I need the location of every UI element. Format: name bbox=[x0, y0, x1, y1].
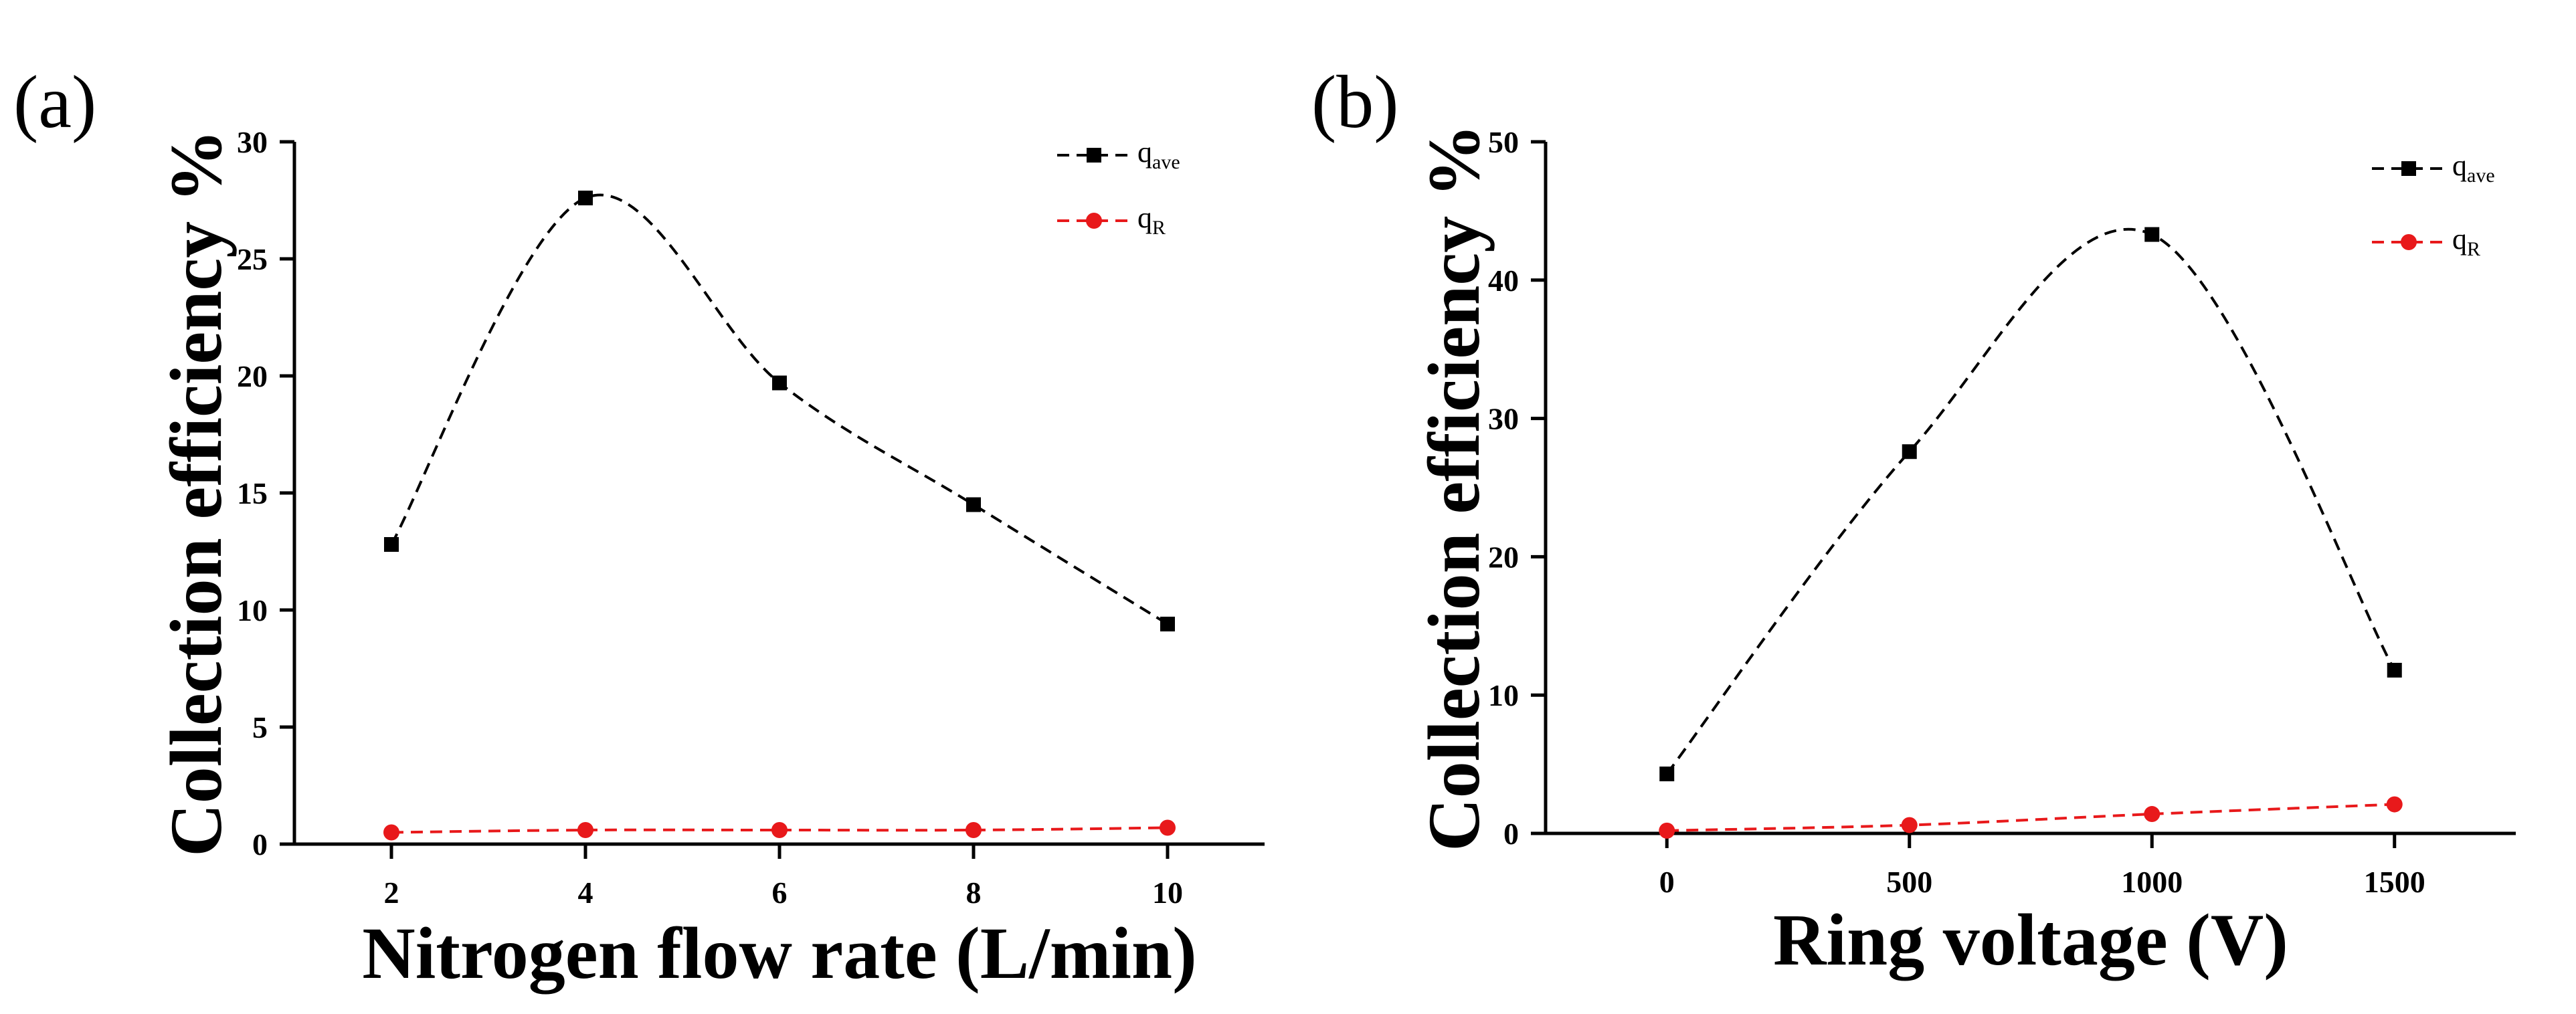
x-axis-title: Nitrogen flow rate (L/min) bbox=[362, 912, 1196, 994]
legend-label-sub: R bbox=[1152, 217, 1166, 239]
y-tick-label: 5 bbox=[252, 710, 268, 744]
x-tick-label: 1500 bbox=[2364, 865, 2425, 899]
y-axis-title: Collection efficiency % bbox=[1413, 124, 1495, 851]
x-tick-label: 2 bbox=[384, 876, 399, 910]
y-tick-label: 20 bbox=[1488, 540, 1519, 574]
legend-label-sub: ave bbox=[2467, 165, 2495, 187]
data-point-q_R bbox=[1901, 817, 1918, 833]
data-point-q_ave bbox=[1902, 444, 1917, 460]
y-tick-label: 15 bbox=[237, 476, 268, 510]
legend-marker bbox=[1086, 213, 1102, 229]
y-tick-label: 30 bbox=[237, 125, 268, 159]
axes-frame bbox=[292, 142, 1265, 846]
data-point-q_ave bbox=[966, 497, 981, 512]
y-tick-label: 40 bbox=[1488, 264, 1519, 298]
data-point-q_ave bbox=[1160, 617, 1175, 631]
y-tick-label: 25 bbox=[237, 242, 268, 276]
data-point-q_R bbox=[1160, 819, 1176, 836]
legend-label: qR bbox=[2452, 223, 2480, 260]
data-point-q_R bbox=[2144, 806, 2160, 823]
series-line-q_ave bbox=[390, 193, 1169, 625]
panel-label: (b) bbox=[1311, 61, 1399, 144]
x-tick-label: 10 bbox=[1152, 876, 1183, 910]
series-q_R bbox=[383, 819, 1176, 841]
x-tick-label: 0 bbox=[1659, 865, 1675, 899]
y-tick-label: 50 bbox=[1488, 125, 1519, 159]
data-point-q_ave bbox=[384, 537, 399, 552]
legend-label-sub: ave bbox=[1152, 151, 1180, 173]
y-tick-label: 20 bbox=[237, 359, 268, 393]
y-tick-label: 30 bbox=[1488, 402, 1519, 436]
series-line-q_R bbox=[1667, 803, 2395, 832]
y-tick-label: 0 bbox=[1503, 817, 1519, 851]
legend-label-main: q bbox=[1137, 201, 1152, 234]
data-point-q_R bbox=[577, 822, 593, 838]
data-point-q_R bbox=[965, 822, 982, 838]
legend-label-main: q bbox=[1137, 136, 1152, 169]
x-tick-label: 6 bbox=[772, 876, 788, 910]
legend-label-main: q bbox=[2452, 223, 2467, 256]
data-point-q_R bbox=[771, 822, 788, 838]
x-tick-label: 8 bbox=[966, 876, 982, 910]
legend-marker bbox=[1087, 148, 1101, 163]
legend-label: qR bbox=[1137, 201, 1166, 239]
x-axis-title: Ring voltage (V) bbox=[1773, 899, 2288, 981]
x-tick-label: 4 bbox=[578, 876, 593, 910]
legend-label: qave bbox=[1137, 136, 1180, 173]
x-tick-label: 500 bbox=[1886, 865, 1932, 899]
series-q_ave bbox=[1659, 227, 2402, 782]
legend-label-main: q bbox=[2452, 149, 2467, 182]
data-point-q_ave bbox=[2144, 227, 2160, 242]
y-tick-label: 0 bbox=[252, 827, 268, 861]
data-point-q_R bbox=[2386, 796, 2403, 813]
legend-entry-q_R: qR bbox=[1057, 201, 1166, 239]
legend-label: qave bbox=[2452, 149, 2495, 187]
axes-frame bbox=[1544, 142, 2516, 835]
legend-marker bbox=[2401, 234, 2417, 250]
data-point-q_R bbox=[1659, 822, 1675, 839]
series-line-q_ave bbox=[1665, 228, 2396, 775]
y-axis-title: Collection efficiency % bbox=[155, 129, 237, 856]
x-tick-label: 1000 bbox=[2121, 865, 2183, 899]
y-tick-label: 10 bbox=[237, 593, 268, 627]
legend-entry-q_R: qR bbox=[2372, 223, 2480, 260]
legend-marker bbox=[2401, 161, 2416, 176]
legend-entry-q_ave: qave bbox=[2372, 149, 2495, 187]
legend-label-sub: R bbox=[2467, 238, 2480, 260]
series-q_ave bbox=[384, 191, 1175, 631]
data-point-q_ave bbox=[578, 191, 593, 205]
data-point-q_R bbox=[383, 824, 399, 841]
data-point-q_ave bbox=[1659, 767, 1675, 782]
data-point-q_ave bbox=[772, 375, 787, 391]
y-tick-label: 10 bbox=[1488, 678, 1519, 712]
panel-label: (a) bbox=[13, 61, 96, 144]
series-q_R bbox=[1659, 796, 2403, 839]
legend-entry-q_ave: qave bbox=[1057, 136, 1180, 173]
data-point-q_ave bbox=[2387, 662, 2402, 678]
